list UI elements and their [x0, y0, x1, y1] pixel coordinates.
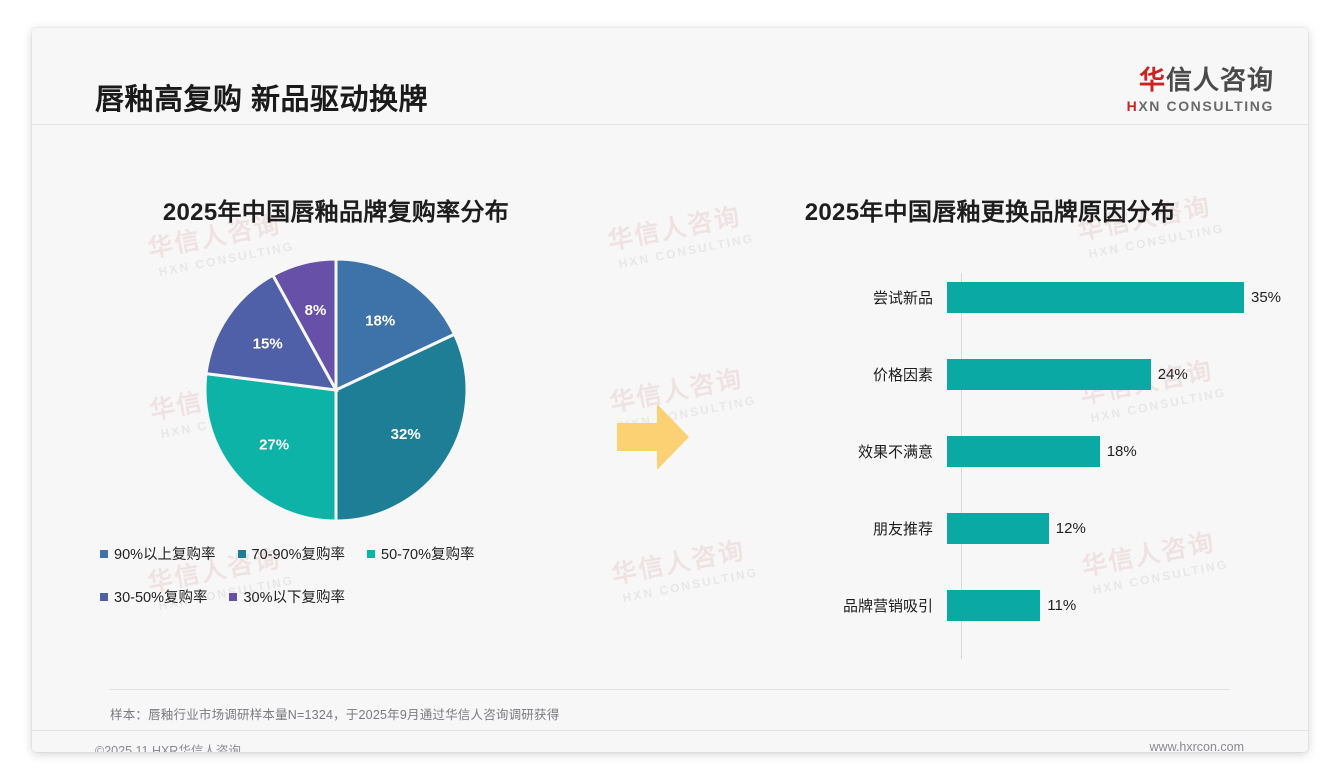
bar-row: 尝试新品 35% — [672, 259, 1308, 336]
footnote-divider — [110, 689, 1230, 690]
logo-english: HXN CONSULTING — [1127, 98, 1274, 114]
pie-slice-label: 32% — [391, 426, 421, 443]
bar-category-label: 朋友推荐 — [872, 521, 933, 538]
logo-cn-red: 华 — [1138, 65, 1166, 95]
footer-copyright: ©2025.11 HXR华信人咨询 — [95, 744, 241, 752]
bar-track: 12% — [947, 513, 1308, 544]
legend-label: 50-70%复购率 — [381, 547, 475, 563]
bar-fill — [947, 513, 1049, 544]
logo-cn-rest: 信人咨询 — [1165, 65, 1274, 95]
slide: 华信人咨询 HXN CONSULTING 华信人咨询 HXN CONSULTING … — [32, 28, 1308, 752]
bar-value-label: 24% — [1157, 366, 1188, 383]
brand-logo: 华信人咨询 HXN CONSULTING — [1127, 66, 1274, 114]
bar-chart-title: 2025年中国唇釉更换品牌原因分布 — [804, 199, 1176, 226]
legend-label: 90%以上复购率 — [114, 547, 216, 563]
bar-category-label: 效果不满意 — [857, 444, 933, 461]
pie-chart-panel: 2025年中国唇釉品牌复购率分布 18% 32% 27% 15% 8% 90%以上复购率… — [32, 148, 640, 668]
legend-swatch-icon — [100, 549, 108, 558]
logo-en-red: H — [1126, 97, 1139, 114]
legend-item[interactable]: 30%以下复购率 — [229, 586, 345, 607]
bar-row: 效果不满意 18% — [672, 413, 1308, 490]
bar-value-label: 18% — [1106, 443, 1137, 460]
pie-slice — [334, 257, 457, 393]
legend-item[interactable]: 90%以上复购率 — [100, 543, 216, 564]
bar-rows: 尝试新品 35% 价格因素 24% 效果不满意 18% 朋友推荐 12% 品牌营销吸引 11% — [672, 259, 1308, 644]
legend-label: 30%以下复购率 — [243, 590, 346, 606]
bar-track: 24% — [947, 359, 1308, 390]
bar-value-label: 12% — [1055, 520, 1086, 537]
footer-divider — [32, 730, 1308, 731]
legend-swatch-icon — [237, 549, 246, 558]
legend-item[interactable]: 30-50%复购率 — [100, 586, 207, 607]
pie-slice-label: 18% — [365, 312, 395, 329]
footer-website[interactable]: www.hxrcon.com — [1149, 740, 1244, 752]
bar-track: 11% — [947, 590, 1308, 621]
header-divider — [32, 124, 1308, 125]
logo-chinese: 华信人咨询 — [1127, 66, 1274, 95]
pie-chart-title: 2025年中国唇釉品牌复购率分布 — [162, 199, 510, 226]
bar-row: 价格因素 24% — [672, 336, 1308, 413]
bar-chart: 尝试新品 35% 价格因素 24% 效果不满意 18% 朋友推荐 12% 品牌营销吸引 11% — [672, 259, 1308, 659]
pie-chart: 18% 32% 27% 15% 8% — [32, 255, 640, 525]
bar-track: 35% — [947, 282, 1308, 313]
arrow-right-icon — [615, 401, 691, 478]
pie-slice — [203, 371, 338, 523]
bar-track: 18% — [947, 436, 1308, 467]
legend-label: 30-50%复购率 — [114, 590, 208, 606]
pie-slice — [334, 332, 469, 523]
legend-swatch-icon — [367, 549, 376, 558]
bar-fill — [947, 590, 1041, 621]
bar-category-label: 尝试新品 — [872, 290, 933, 307]
pie-slices — [203, 257, 469, 523]
arrow-right-glyph — [617, 404, 689, 470]
bar-chart-panel: 2025年中国唇釉更换品牌原因分布 尝试新品 35% 价格因素 24% 效果不满意 18%… — [672, 148, 1308, 668]
pie-slice-label: 15% — [253, 336, 283, 353]
bar-fill — [947, 436, 1100, 467]
bar-value-label: 35% — [1251, 289, 1282, 306]
pie-slice — [270, 257, 338, 391]
legend-swatch-icon — [100, 592, 108, 601]
pie-slice — [204, 273, 339, 392]
legend-item[interactable]: 50-70%复购率 — [367, 543, 475, 564]
slide-header: 唇釉高复购 新品驱动换牌 华信人咨询 HXN CONSULTING — [32, 28, 1308, 124]
bar-row: 品牌营销吸引 11% — [672, 567, 1308, 644]
legend-label: 70-90%复购率 — [251, 547, 346, 563]
bar-fill — [947, 359, 1151, 390]
bar-value-label: 11% — [1047, 597, 1077, 614]
pie-legend: 90%以上复购率 70-90%复购率 50-70%复购率 30-50%复购率 30%以下… — [32, 543, 552, 629]
pie-slice-label: 27% — [259, 437, 289, 454]
bar-category-label: 品牌营销吸引 — [842, 598, 933, 615]
logo-en-rest: XN CONSULTING — [1138, 97, 1274, 114]
legend-swatch-icon — [229, 592, 238, 601]
pie-slice-label: 8% — [305, 302, 327, 319]
bar-row: 朋友推荐 12% — [672, 490, 1308, 567]
pie-value-labels: 18% 32% 27% 15% 8% — [253, 302, 421, 454]
bar-fill — [947, 282, 1244, 313]
pie-svg: 18% 32% 27% 15% 8% — [203, 257, 469, 523]
bar-category-label: 价格因素 — [872, 367, 933, 384]
footnote-text: 样本：唇釉行业市场调研样本量N=1324，于2025年9月通过华信人咨询调研获得 — [110, 708, 560, 722]
page-title: 唇釉高复购 新品驱动换牌 — [95, 84, 429, 116]
legend-item[interactable]: 70-90%复购率 — [237, 543, 346, 564]
